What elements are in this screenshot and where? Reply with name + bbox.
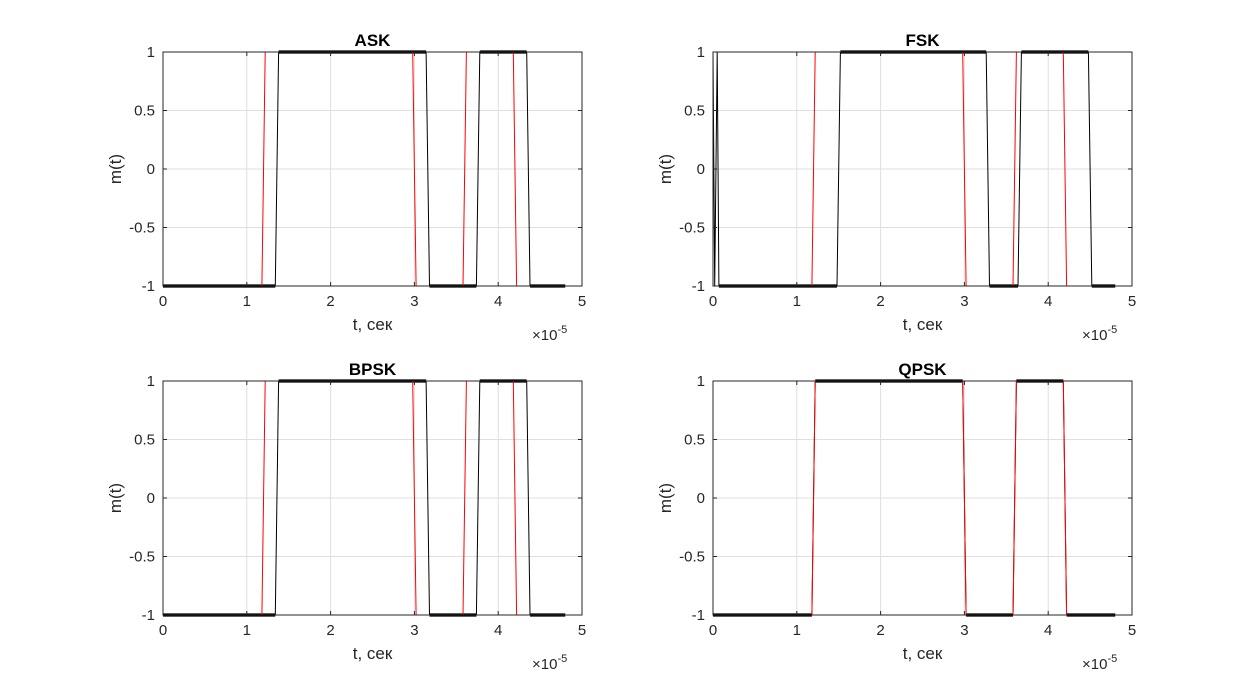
y-axis-label: m(t) — [106, 483, 125, 513]
x-exponent-label: ×10-5 — [1082, 653, 1117, 673]
y-tick-label: -0.5 — [679, 549, 705, 566]
y-tick-label: -1 — [142, 278, 155, 295]
x-tick-label: 4 — [1044, 293, 1052, 310]
y-tick-label: -0.5 — [129, 549, 155, 566]
x-axis-label: t, сек — [903, 315, 943, 334]
x-tick-label: 3 — [410, 622, 418, 639]
y-tick-label: 0 — [697, 490, 705, 507]
x-exponent-power: -5 — [557, 653, 567, 665]
chart-title: QPSK — [898, 360, 947, 379]
x-axis-label: t, сек — [903, 644, 943, 663]
x-tick-label: 3 — [960, 293, 968, 310]
x-exponent-label: ×10-5 — [1082, 324, 1117, 344]
x-axis-label: t, сек — [353, 644, 393, 663]
x-exponent-label: ×10-5 — [532, 324, 567, 344]
x-tick-label: 2 — [326, 293, 334, 310]
x-exponent-power: -5 — [1107, 653, 1117, 665]
y-tick-label: 1 — [147, 44, 155, 61]
x-exponent-label: ×10-5 — [532, 653, 567, 673]
y-tick-label: -0.5 — [129, 220, 155, 237]
chart-title: ASK — [355, 31, 392, 50]
x-tick-label: 2 — [326, 622, 334, 639]
y-tick-label: 1 — [697, 373, 705, 390]
x-exponent-power: -5 — [557, 324, 567, 336]
x-tick-label: 0 — [159, 293, 167, 310]
x-tick-label: 1 — [243, 622, 251, 639]
x-exponent-base: ×10 — [1082, 656, 1107, 673]
x-exponent-power: -5 — [1107, 324, 1117, 336]
y-tick-label: -1 — [692, 607, 705, 624]
chart-title: FSK — [906, 31, 941, 50]
y-tick-label: 0 — [147, 490, 155, 507]
x-tick-label: 1 — [793, 293, 801, 310]
y-tick-label: 0.5 — [684, 103, 705, 120]
y-tick-label: 0 — [697, 161, 705, 178]
x-tick-label: 5 — [578, 293, 586, 310]
x-tick-label: 2 — [876, 293, 884, 310]
x-tick-label: 3 — [960, 622, 968, 639]
x-tick-label: 5 — [1128, 293, 1136, 310]
y-axis-label: m(t) — [106, 154, 125, 184]
x-tick-label: 5 — [1128, 622, 1136, 639]
subplot-bpsk: 0 1 2 3 4 5 -1 -0.5 0 0.5 1 BPSK t, сек m(t) ×10-5 — [106, 360, 586, 673]
x-exponent-base: ×10 — [532, 656, 557, 673]
subplot-fsk: 0 1 2 3 4 5 -1 -0.5 0 0.5 1 FSK t, сек m(t) ×10-5 — [656, 31, 1136, 344]
x-tick-label: 3 — [410, 293, 418, 310]
subplot-qpsk: 0 1 2 3 4 5 -1 -0.5 0 0.5 1 QPSK t, сек m(t) ×10-5 — [656, 360, 1136, 673]
x-tick-label: 1 — [793, 622, 801, 639]
y-tick-label: 0.5 — [134, 432, 155, 449]
y-tick-label: 0.5 — [134, 103, 155, 120]
y-tick-label: 0 — [147, 161, 155, 178]
y-tick-label: -0.5 — [679, 220, 705, 237]
x-tick-label: 4 — [494, 293, 502, 310]
x-tick-label: 1 — [243, 293, 251, 310]
x-tick-label: 2 — [876, 622, 884, 639]
subplot-ask: 0 1 2 3 4 5 -1 -0.5 0 0.5 1 ASK t, сек m(t) ×10-5 — [106, 31, 586, 344]
y-tick-label: -1 — [692, 278, 705, 295]
x-tick-label: 4 — [494, 622, 502, 639]
x-tick-label: 4 — [1044, 622, 1052, 639]
x-tick-label: 0 — [709, 293, 717, 310]
x-exponent-base: ×10 — [532, 327, 557, 344]
y-tick-label: 0.5 — [684, 432, 705, 449]
x-tick-label: 0 — [159, 622, 167, 639]
x-tick-label: 5 — [578, 622, 586, 639]
y-tick-label: 1 — [147, 373, 155, 390]
y-axis-label: m(t) — [656, 154, 675, 184]
x-exponent-base: ×10 — [1082, 327, 1107, 344]
chart-title: BPSK — [349, 360, 397, 379]
x-axis-label: t, сек — [353, 315, 393, 334]
y-tick-label: -1 — [142, 607, 155, 624]
x-tick-label: 0 — [709, 622, 717, 639]
y-tick-label: 1 — [697, 44, 705, 61]
y-axis-label: m(t) — [656, 483, 675, 513]
